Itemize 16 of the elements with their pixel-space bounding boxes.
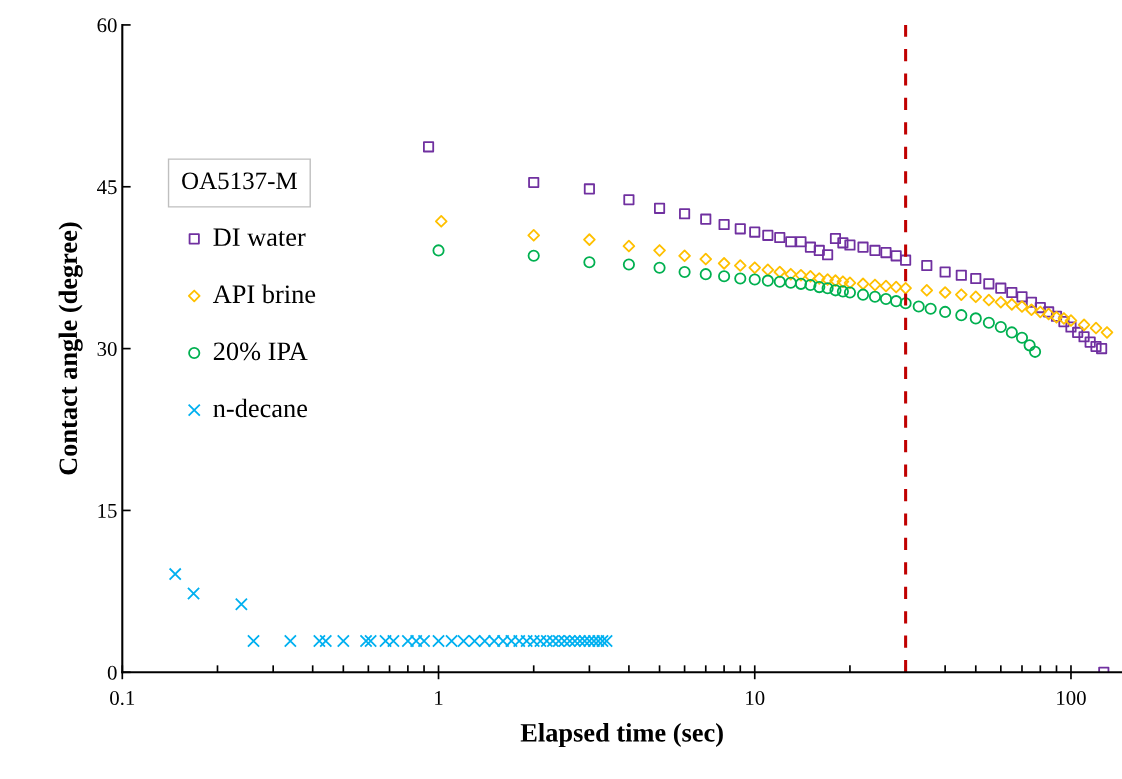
- x-tick-label: 10: [746, 690, 765, 705]
- legend-label: 20% IPA: [213, 342, 308, 361]
- y-tick-label: 0: [107, 665, 117, 680]
- y-tick-label: 45: [97, 180, 117, 195]
- x-tick-label: 1: [435, 691, 443, 705]
- y-axis-title: Contact angle (degree): [58, 222, 83, 475]
- legend-label: DI water: [213, 228, 306, 247]
- y-tick-label: 30: [97, 341, 117, 357]
- x-tick-label: 100: [1057, 690, 1086, 705]
- x-tick-label: 0.1: [110, 690, 135, 706]
- y-tick-label: 15: [98, 503, 117, 518]
- legend-label: API brine: [212, 284, 316, 304]
- legend-label: n-decane: [213, 398, 308, 418]
- legend-title: OA5137-M: [182, 172, 297, 190]
- x-axis-title: Elapsed time (sec): [520, 723, 723, 748]
- y-tick-label: 60: [97, 18, 117, 33]
